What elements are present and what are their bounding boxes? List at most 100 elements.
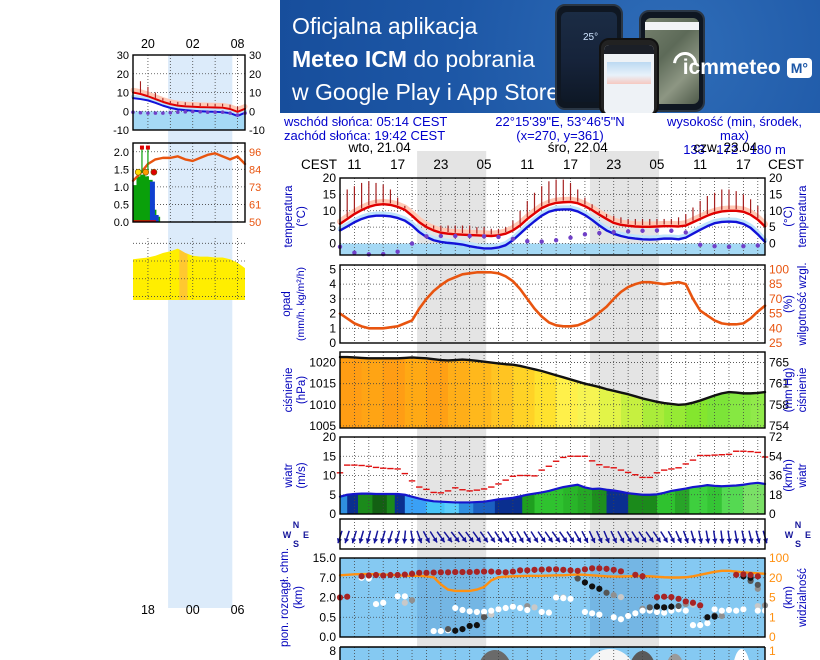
- svg-text:0: 0: [123, 106, 129, 118]
- svg-text:0.0: 0.0: [319, 630, 336, 644]
- sunset: zachód słońca: 19:42 CEST: [284, 128, 446, 143]
- svg-text:08: 08: [231, 37, 245, 51]
- svg-text:05: 05: [477, 157, 492, 172]
- svg-text:1005: 1005: [309, 419, 336, 433]
- svg-text:(%): (%): [783, 295, 795, 313]
- svg-text:10: 10: [323, 204, 337, 218]
- svg-text:wilgotność wzgl.: wilgotność wzgl.: [797, 262, 809, 346]
- svg-text:1020: 1020: [309, 356, 336, 370]
- svg-text:20: 20: [769, 571, 783, 585]
- svg-text:(mm Hg): (mm Hg): [783, 367, 795, 412]
- svg-text:-10: -10: [113, 125, 129, 137]
- svg-text:0: 0: [329, 507, 336, 521]
- svg-text:18: 18: [141, 603, 155, 617]
- svg-text:S: S: [293, 539, 299, 549]
- altitude: wysokość (min, środek, max) 133 - 172 - …: [652, 115, 817, 157]
- svg-text:73: 73: [249, 182, 261, 194]
- logo-text: icmmeteo: [682, 56, 781, 79]
- svg-text:72: 72: [769, 430, 783, 444]
- coordinates: 22°15'39"E, 53°46'5"N (x=270, y=361): [455, 115, 665, 143]
- svg-text:4: 4: [329, 277, 336, 291]
- svg-text:N: N: [795, 520, 802, 530]
- svg-text:(°C): (°C): [296, 206, 308, 227]
- svg-text:0: 0: [329, 336, 336, 350]
- svg-text:1: 1: [769, 610, 776, 624]
- svg-text:761: 761: [769, 377, 789, 391]
- svg-text:5: 5: [329, 262, 336, 276]
- svg-text:0: 0: [769, 630, 776, 644]
- app-banner-ad[interactable]: Oficjalna aplikacja Meteo ICM do pobrani…: [280, 0, 820, 113]
- svg-text:20: 20: [323, 171, 337, 185]
- svg-text:0.5: 0.5: [114, 199, 129, 211]
- svg-text:15.0: 15.0: [313, 551, 337, 565]
- svg-text:17: 17: [563, 157, 578, 172]
- svg-text:02: 02: [186, 37, 200, 51]
- svg-text:1.5: 1.5: [114, 164, 129, 176]
- svg-text:(m/s): (m/s): [296, 462, 308, 488]
- svg-text:25: 25: [769, 336, 783, 350]
- svg-text:00: 00: [186, 603, 200, 617]
- svg-text:20: 20: [249, 69, 261, 81]
- svg-text:0: 0: [769, 507, 776, 521]
- main-panel: Oficjalna aplikacja Meteo ICM do pobrani…: [280, 0, 820, 660]
- svg-text:18: 18: [769, 488, 783, 502]
- svg-text:(km): (km): [783, 586, 795, 609]
- svg-text:1015: 1015: [309, 377, 336, 391]
- svg-text:5: 5: [769, 591, 776, 605]
- svg-text:0.0: 0.0: [114, 217, 129, 229]
- svg-text:23: 23: [606, 157, 621, 172]
- svg-text:2.0: 2.0: [114, 147, 129, 159]
- svg-text:40: 40: [769, 321, 783, 335]
- svg-text:czw, 23.04: czw, 23.04: [693, 140, 757, 155]
- svg-text:wiatr: wiatr: [283, 463, 295, 488]
- svg-text:wiatr: wiatr: [797, 463, 809, 488]
- banner-text: Oficjalna aplikacja Meteo ICM do pobrani…: [292, 10, 559, 109]
- svg-text:0: 0: [329, 237, 336, 251]
- banner-line2: Meteo ICM do pobrania: [292, 46, 535, 72]
- svg-text:widzialność: widzialność: [797, 568, 809, 628]
- svg-text:śro, 22.04: śro, 22.04: [548, 140, 609, 155]
- svg-text:(°C): (°C): [783, 206, 795, 227]
- svg-text:2: 2: [329, 307, 336, 321]
- svg-text:N: N: [293, 520, 300, 530]
- svg-text:100: 100: [769, 551, 789, 565]
- svg-text:pion. rozciągł. chm.: pion. rozciągł. chm.: [280, 548, 291, 647]
- svg-text:85: 85: [769, 277, 783, 291]
- svg-text:0: 0: [769, 237, 776, 251]
- svg-text:30: 30: [117, 50, 129, 62]
- svg-text:(hPa): (hPa): [296, 376, 308, 404]
- svg-text:23: 23: [433, 157, 448, 172]
- svg-text:CEST: CEST: [768, 157, 804, 172]
- svg-text:1010: 1010: [309, 398, 336, 412]
- grid-xy: (x=270, y=361): [516, 128, 604, 143]
- svg-text:1: 1: [329, 321, 336, 335]
- alt-values: 133 - 172 - 180 m: [683, 142, 786, 157]
- svg-text:ciśnienie: ciśnienie: [283, 368, 295, 413]
- svg-text:1.0: 1.0: [114, 182, 129, 194]
- svg-text:758: 758: [769, 398, 789, 412]
- svg-text:10: 10: [323, 469, 337, 483]
- svg-text:(mm/h, kg/m²/h): (mm/h, kg/m²/h): [295, 267, 307, 341]
- sun-times: wschód słońca: 05:14 CEST zachód słońca:…: [284, 115, 447, 143]
- svg-text:7.0: 7.0: [319, 571, 336, 585]
- svg-text:50: 50: [249, 217, 261, 229]
- logo-badge: M°: [786, 58, 812, 78]
- svg-text:8: 8: [329, 644, 336, 658]
- svg-text:06: 06: [231, 603, 245, 617]
- svg-text:-10: -10: [249, 125, 265, 137]
- svg-text:15: 15: [323, 449, 337, 463]
- icmmeteo-logo: icmmeteo M°: [667, 47, 812, 81]
- svg-text:10: 10: [249, 88, 261, 100]
- svg-text:765: 765: [769, 356, 789, 370]
- svg-text:11: 11: [347, 157, 361, 172]
- svg-text:ciśnienie: ciśnienie: [797, 368, 809, 413]
- coords: 22°15'39"E, 53°46'5"N: [495, 114, 625, 129]
- svg-text:05: 05: [649, 157, 664, 172]
- svg-text:70: 70: [769, 292, 783, 306]
- svg-text:E: E: [303, 530, 309, 540]
- banner-line1: Oficjalna aplikacja: [292, 13, 478, 39]
- svg-text:754: 754: [769, 419, 789, 433]
- svg-text:10: 10: [117, 88, 129, 100]
